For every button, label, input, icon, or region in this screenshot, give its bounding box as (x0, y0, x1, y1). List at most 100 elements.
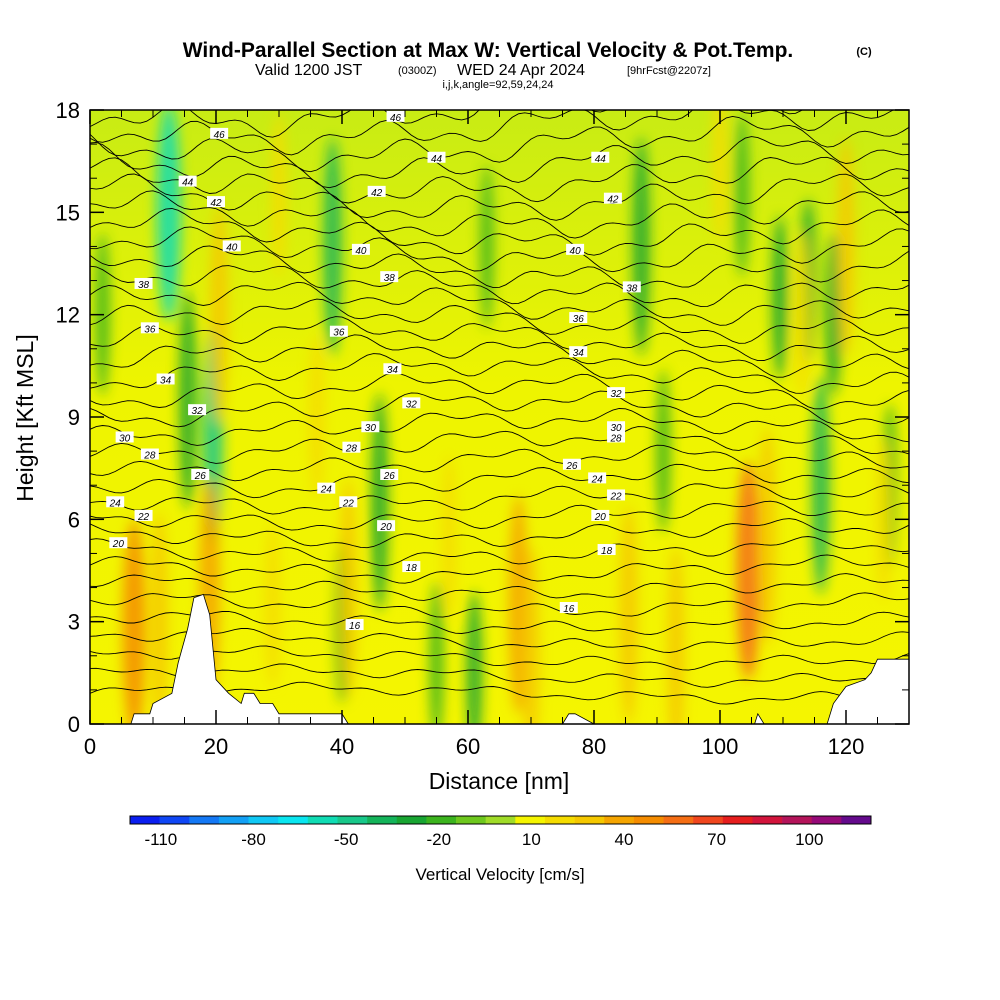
theta-contour-line (90, 173, 909, 221)
contour-label: 44 (178, 175, 197, 189)
colorbar-swatch (248, 816, 279, 824)
contour-label: 30 (607, 421, 626, 434)
contour-label-text: 26 (194, 471, 207, 482)
contour-label: 46 (386, 110, 405, 124)
y-tick-label: 18 (56, 98, 80, 123)
contour-label: 26 (562, 458, 581, 472)
contour-label-text: 28 (345, 444, 358, 455)
colorbar-swatch (811, 816, 842, 824)
colorbar-swatch (367, 816, 398, 824)
colorbar-frame (129, 815, 872, 825)
theta-contour-line (90, 444, 909, 482)
contour-label: 18 (597, 544, 616, 557)
theta-contour-line (90, 645, 909, 671)
contour-label-text: 34 (160, 375, 172, 386)
contour-label-text: 28 (143, 451, 156, 462)
colorbar-swatch (633, 816, 664, 824)
colorbar-swatch (307, 816, 338, 824)
contour-label-text: 26 (565, 461, 578, 472)
colorbar-swatch (515, 816, 546, 824)
downdraft-cell-5 (371, 393, 389, 612)
contour-label: 18 (402, 561, 421, 574)
downdraft-cell-0 (156, 110, 181, 322)
updraft-cell-15 (875, 437, 892, 602)
colorbar-swatch (485, 816, 516, 824)
x-tick-label: 0 (84, 734, 96, 759)
contour-label-text: 34 (387, 365, 399, 376)
contour-label: 22 (607, 489, 626, 502)
contour-label-text: 22 (137, 512, 150, 523)
contour-label-text: 32 (192, 406, 204, 417)
theta-contour-line (90, 463, 909, 499)
contour-label: 36 (329, 325, 348, 339)
contour-label: 34 (156, 373, 175, 386)
downdraft-cell-1 (179, 290, 197, 510)
contour-label-text: 44 (595, 154, 607, 165)
theta-contour-line (90, 316, 909, 362)
downdraft-cell-15 (825, 232, 842, 397)
contour-label: 24 (106, 496, 125, 509)
x-axis: 0 20 40 60 80 100 120 (84, 110, 910, 759)
colorbar-swatch (159, 816, 190, 824)
colorbar-swatch (278, 816, 309, 824)
contour-label: 32 (188, 404, 207, 417)
contour-label-text: 40 (226, 242, 238, 253)
updraft-cell-6 (339, 478, 357, 697)
colorbar-tick-label: 100 (795, 830, 823, 849)
contour-label: 30 (115, 431, 134, 444)
theta-contour-line (90, 115, 909, 173)
contour-label: 30 (361, 421, 380, 434)
updraft-cell-14 (837, 137, 855, 356)
theta-contour-line (90, 245, 909, 289)
updraft-cell-10 (619, 505, 638, 724)
y-tick-label: 12 (56, 303, 80, 328)
theta-contour-line (90, 554, 909, 584)
contour-label-text: 40 (355, 246, 367, 257)
contour-label-text: 16 (563, 604, 575, 615)
contour-label: 36 (140, 322, 159, 335)
colorbar-swatch (189, 816, 220, 824)
colorbar-swatch (426, 816, 457, 824)
updraft-cell-0 (122, 519, 146, 724)
chart-title: Wind-Parallel Section at Max W: Vertical… (183, 39, 794, 62)
contour-label-text: 32 (406, 399, 418, 410)
contour-label: 26 (380, 468, 399, 482)
colorbar-swatch (663, 816, 694, 824)
theta-contour-line (90, 190, 909, 239)
contour-label-text: 18 (406, 563, 418, 574)
contour-label: 42 (367, 185, 386, 199)
contour-label-text: 28 (609, 433, 622, 444)
contour-label-text: 38 (138, 280, 150, 291)
theta-contour-line (90, 483, 909, 515)
valid-prefix: Valid 1200 JST (255, 62, 363, 79)
updraft-cell-8 (522, 546, 540, 724)
updraft-cell-12 (736, 461, 761, 680)
colorbar-swatch (456, 816, 486, 824)
theta-contour-line (90, 610, 909, 635)
contour-label: 34 (383, 363, 402, 376)
grid-indices: i,j,k,angle=92,59,24,24 (442, 79, 553, 91)
theta-contour-line (90, 281, 909, 326)
colorbar-tick-label: -110 (144, 830, 177, 849)
colorbar-tick-label: 70 (707, 830, 726, 849)
updraft-cell-9 (441, 454, 457, 619)
contour-label: 42 (603, 192, 622, 206)
y-tick-label: 3 (68, 610, 80, 635)
contour-label: 22 (134, 509, 153, 523)
colorbar-swatch (130, 816, 160, 824)
contour-label: 44 (427, 151, 446, 165)
colorbar-swatch (218, 816, 249, 824)
contour-label-text: 18 (601, 546, 613, 557)
colorbar-tick-label: -50 (334, 830, 359, 849)
colorbar-swatch (722, 816, 753, 824)
contour-label-text: 26 (383, 471, 396, 482)
contour-label: 20 (591, 509, 610, 523)
contour-label: 24 (588, 472, 607, 485)
theta-contour-line (90, 390, 909, 428)
contour-label-text: 24 (320, 485, 333, 496)
contour-label: 40 (566, 243, 585, 257)
theta-contour-line (90, 518, 909, 549)
